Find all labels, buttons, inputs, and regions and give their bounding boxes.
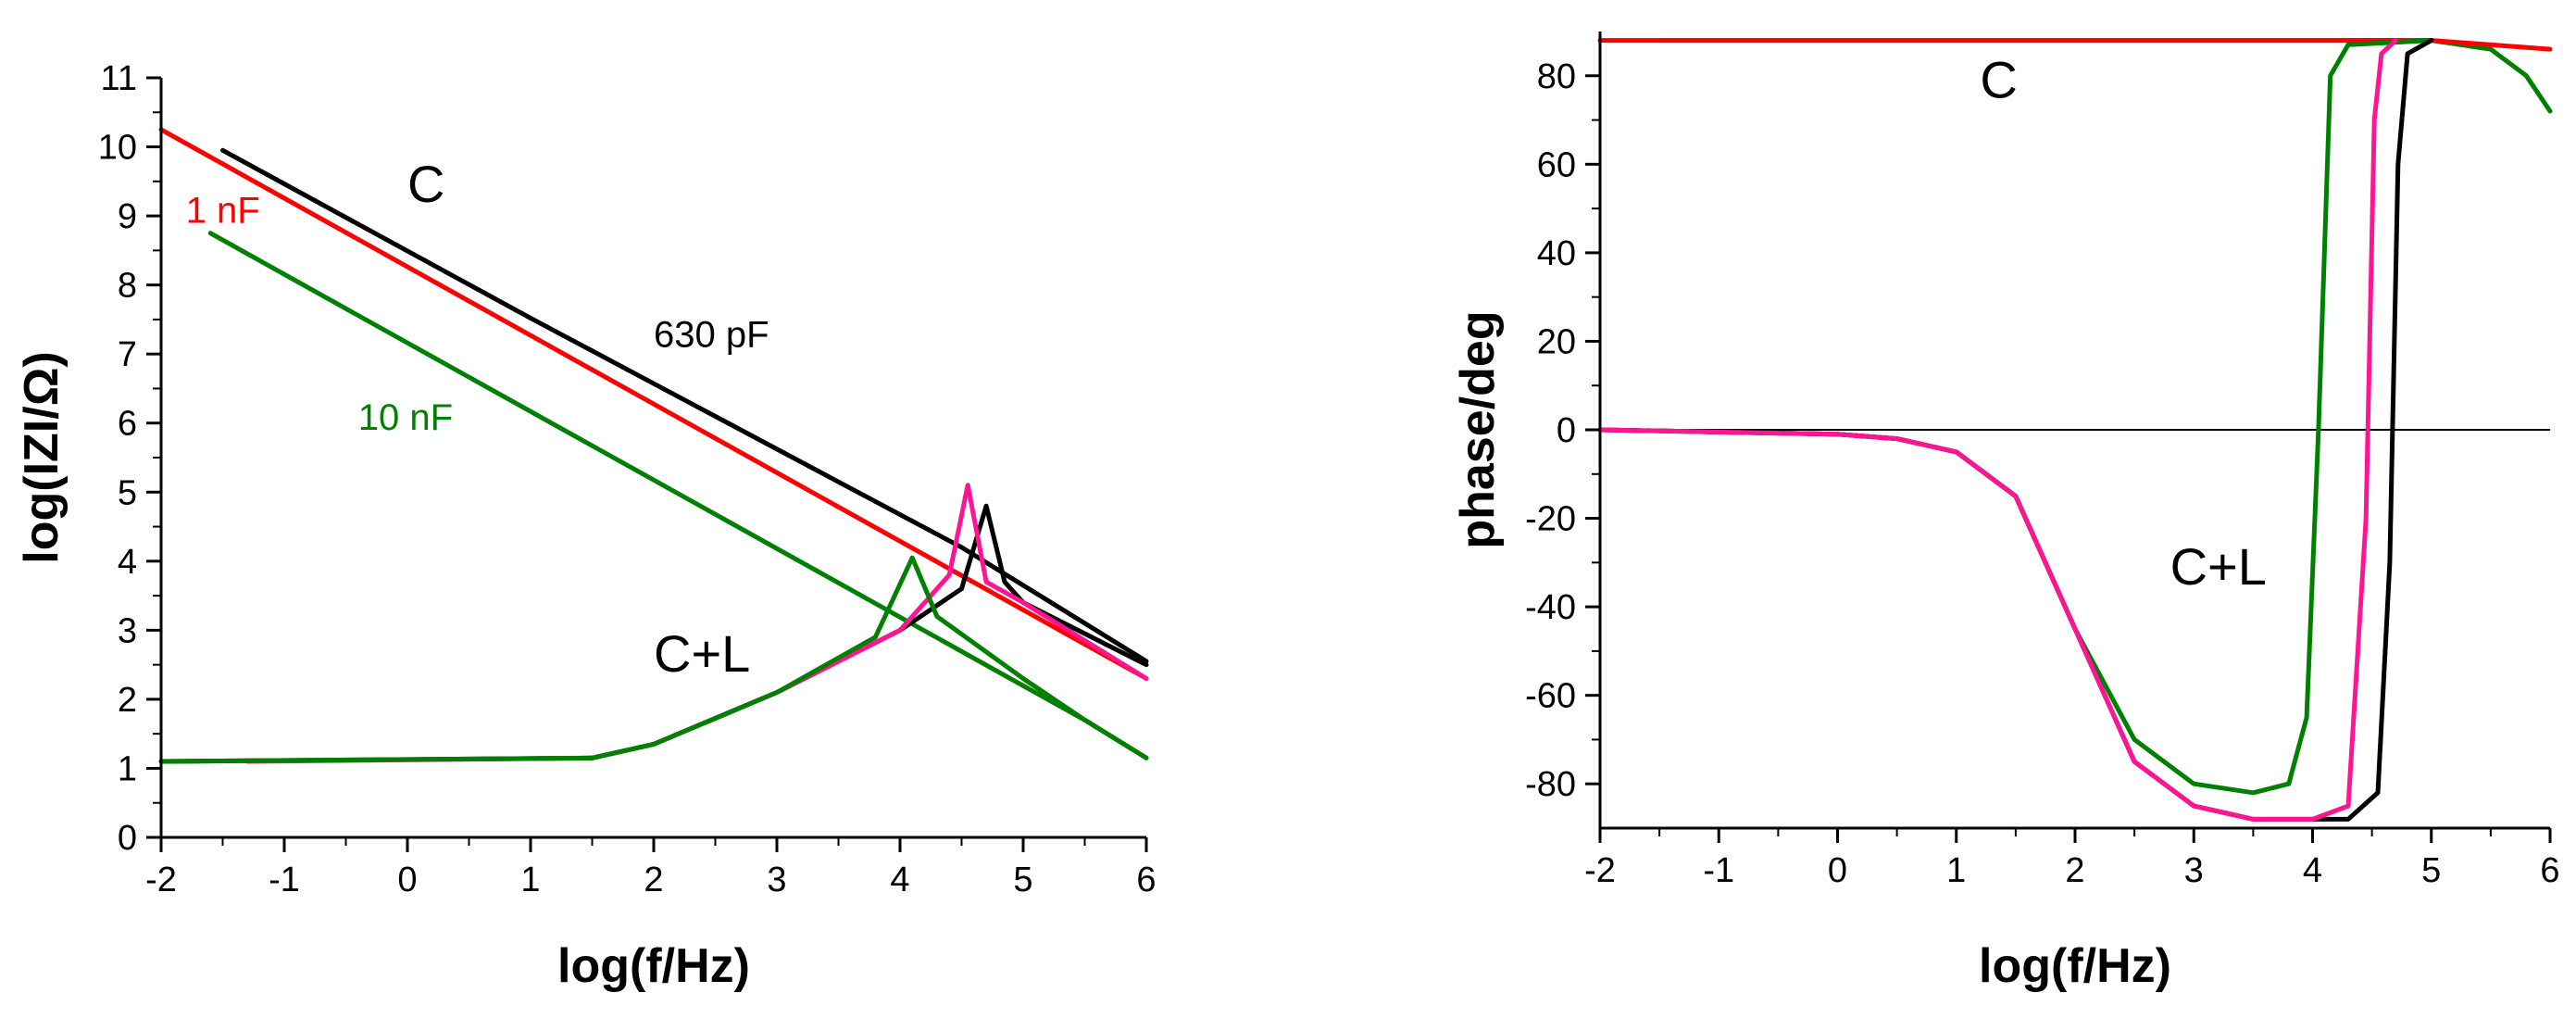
y-tick-label: -20 xyxy=(1525,500,1576,539)
x-tick-label: 1 xyxy=(520,861,540,899)
series-line-2 xyxy=(158,127,1149,681)
impedance-plot-svg: -2 -1 0 1 2 3 4 5 6 0 1 2 3 4 5 6 7 8 9 10 11 log(f/Hz) log(IZ… xyxy=(15,59,1157,993)
annotation-label: C xyxy=(1980,51,2017,109)
y-tick-label: 11 xyxy=(101,59,137,98)
y-tick-label: 10 xyxy=(98,129,137,168)
y-tick-label: 7 xyxy=(118,335,137,374)
y-tick-label: 3 xyxy=(118,611,137,650)
y-tick-label: 20 xyxy=(1537,322,1576,361)
x-tick-label: -2 xyxy=(1584,851,1616,890)
y-tick-label: 9 xyxy=(118,197,137,236)
x-tick-label: 3 xyxy=(2184,851,2204,890)
y-tick-label: 6 xyxy=(118,405,137,444)
x-axis-label: log(f/Hz) xyxy=(1979,939,2171,993)
y-axis-label: log(IZI/Ω) xyxy=(15,351,69,563)
y-tick-label: 1 xyxy=(118,749,137,788)
annotation-label: 630 pF xyxy=(654,315,769,356)
x-tick-label: 2 xyxy=(2065,851,2084,890)
y-axis-label: phase/deg xyxy=(1451,310,1505,548)
x-axis-label: log(f/Hz) xyxy=(557,939,750,993)
series-line-3 xyxy=(1597,38,2434,796)
y-tick-label: 0 xyxy=(1557,411,1576,450)
x-tick-label: -1 xyxy=(1703,851,1734,890)
x-tick-label: 4 xyxy=(2303,851,2322,890)
x-tick-label: 3 xyxy=(767,861,786,899)
x-tick-label: 5 xyxy=(2421,851,2441,890)
y-tick-label: 4 xyxy=(118,543,137,582)
y-tick-label: 60 xyxy=(1537,145,1576,184)
annotation-label: C+L xyxy=(654,624,750,683)
y-tick-label: 80 xyxy=(1537,57,1576,96)
x-tick-label: -1 xyxy=(269,861,300,899)
x-tick-label: 5 xyxy=(1013,861,1032,899)
series-line-6 xyxy=(158,555,1149,764)
y-tick-label: 0 xyxy=(118,819,137,858)
x-tick-label: -2 xyxy=(145,861,177,899)
annotation-label: 10 nF xyxy=(358,397,453,438)
y-tick-label: -60 xyxy=(1525,677,1576,716)
impedance-magnitude-chart: -2 -1 0 1 2 3 4 5 6 0 1 2 3 4 5 6 7 8 9 10 11 log(f/Hz) log(IZ… xyxy=(0,0,1288,1013)
phase-chart: -2 -1 0 1 2 3 4 5 6 -80 -60 -40 -20 0 20 40 60 80 log(f/Hz… xyxy=(1288,0,2576,1013)
x-tick-label: 2 xyxy=(644,861,663,899)
y-tick-label: 40 xyxy=(1537,234,1576,273)
y-tick-label: 8 xyxy=(118,267,137,306)
y-tick-label: -80 xyxy=(1525,765,1576,804)
y-tick-label: -40 xyxy=(1525,588,1576,627)
x-tick-label: 1 xyxy=(1946,851,1966,890)
x-tick-label: 0 xyxy=(1828,851,1847,890)
annotation-label: C+L xyxy=(2170,537,2267,596)
series-line-5 xyxy=(1597,38,2398,822)
y-tick-label: 2 xyxy=(118,681,137,720)
series-line-1 xyxy=(220,147,1149,664)
x-tick-label: 0 xyxy=(397,861,417,899)
annotation-label: C xyxy=(407,155,444,213)
x-tick-label: 6 xyxy=(1136,861,1156,899)
y-tick-label: 5 xyxy=(118,473,137,512)
x-tick-label: 4 xyxy=(890,861,909,899)
annotation-label: 1 nF xyxy=(186,191,260,232)
phase-plot-svg: -2 -1 0 1 2 3 4 5 6 -80 -60 -40 -20 0 20 40 60 80 log(f/Hz… xyxy=(1451,31,2560,993)
series-line-5 xyxy=(244,483,1149,764)
x-tick-label: 6 xyxy=(2540,851,2559,890)
